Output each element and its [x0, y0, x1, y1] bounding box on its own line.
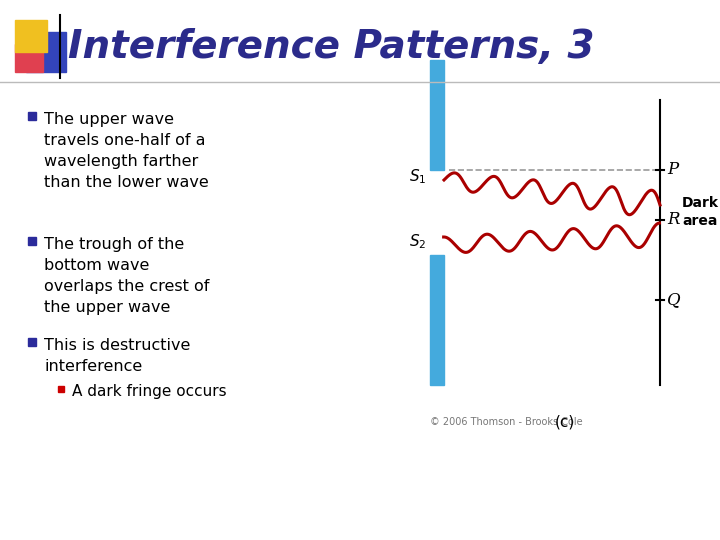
Bar	[430, 255, 444, 385]
Bar	[28, 112, 36, 120]
Text: The upper wave
travels one-half of a
wavelength farther
than the lower wave: The upper wave travels one-half of a wav…	[44, 112, 209, 190]
Text: P: P	[667, 161, 678, 179]
Text: A dark fringe occurs: A dark fringe occurs	[72, 384, 227, 399]
Bar	[15, 44, 43, 72]
Text: $S_2$: $S_2$	[409, 233, 426, 251]
Bar	[58, 386, 64, 392]
Text: Dark
area: Dark area	[682, 197, 719, 228]
Bar	[26, 32, 66, 72]
Text: $S_1$: $S_1$	[409, 167, 426, 186]
Text: © 2006 Thomson - Brooks Cole: © 2006 Thomson - Brooks Cole	[430, 417, 582, 427]
Text: R: R	[667, 212, 680, 228]
Bar	[28, 237, 36, 245]
Bar	[15, 20, 47, 52]
Text: (c): (c)	[555, 415, 575, 429]
Text: Q: Q	[667, 292, 680, 308]
Text: The trough of the
bottom wave
overlaps the crest of
the upper wave: The trough of the bottom wave overlaps t…	[44, 237, 210, 315]
Text: This is destructive
interference: This is destructive interference	[44, 338, 190, 374]
Text: Interference Patterns, 3: Interference Patterns, 3	[68, 28, 595, 66]
Bar	[28, 338, 36, 346]
Bar	[430, 60, 444, 170]
